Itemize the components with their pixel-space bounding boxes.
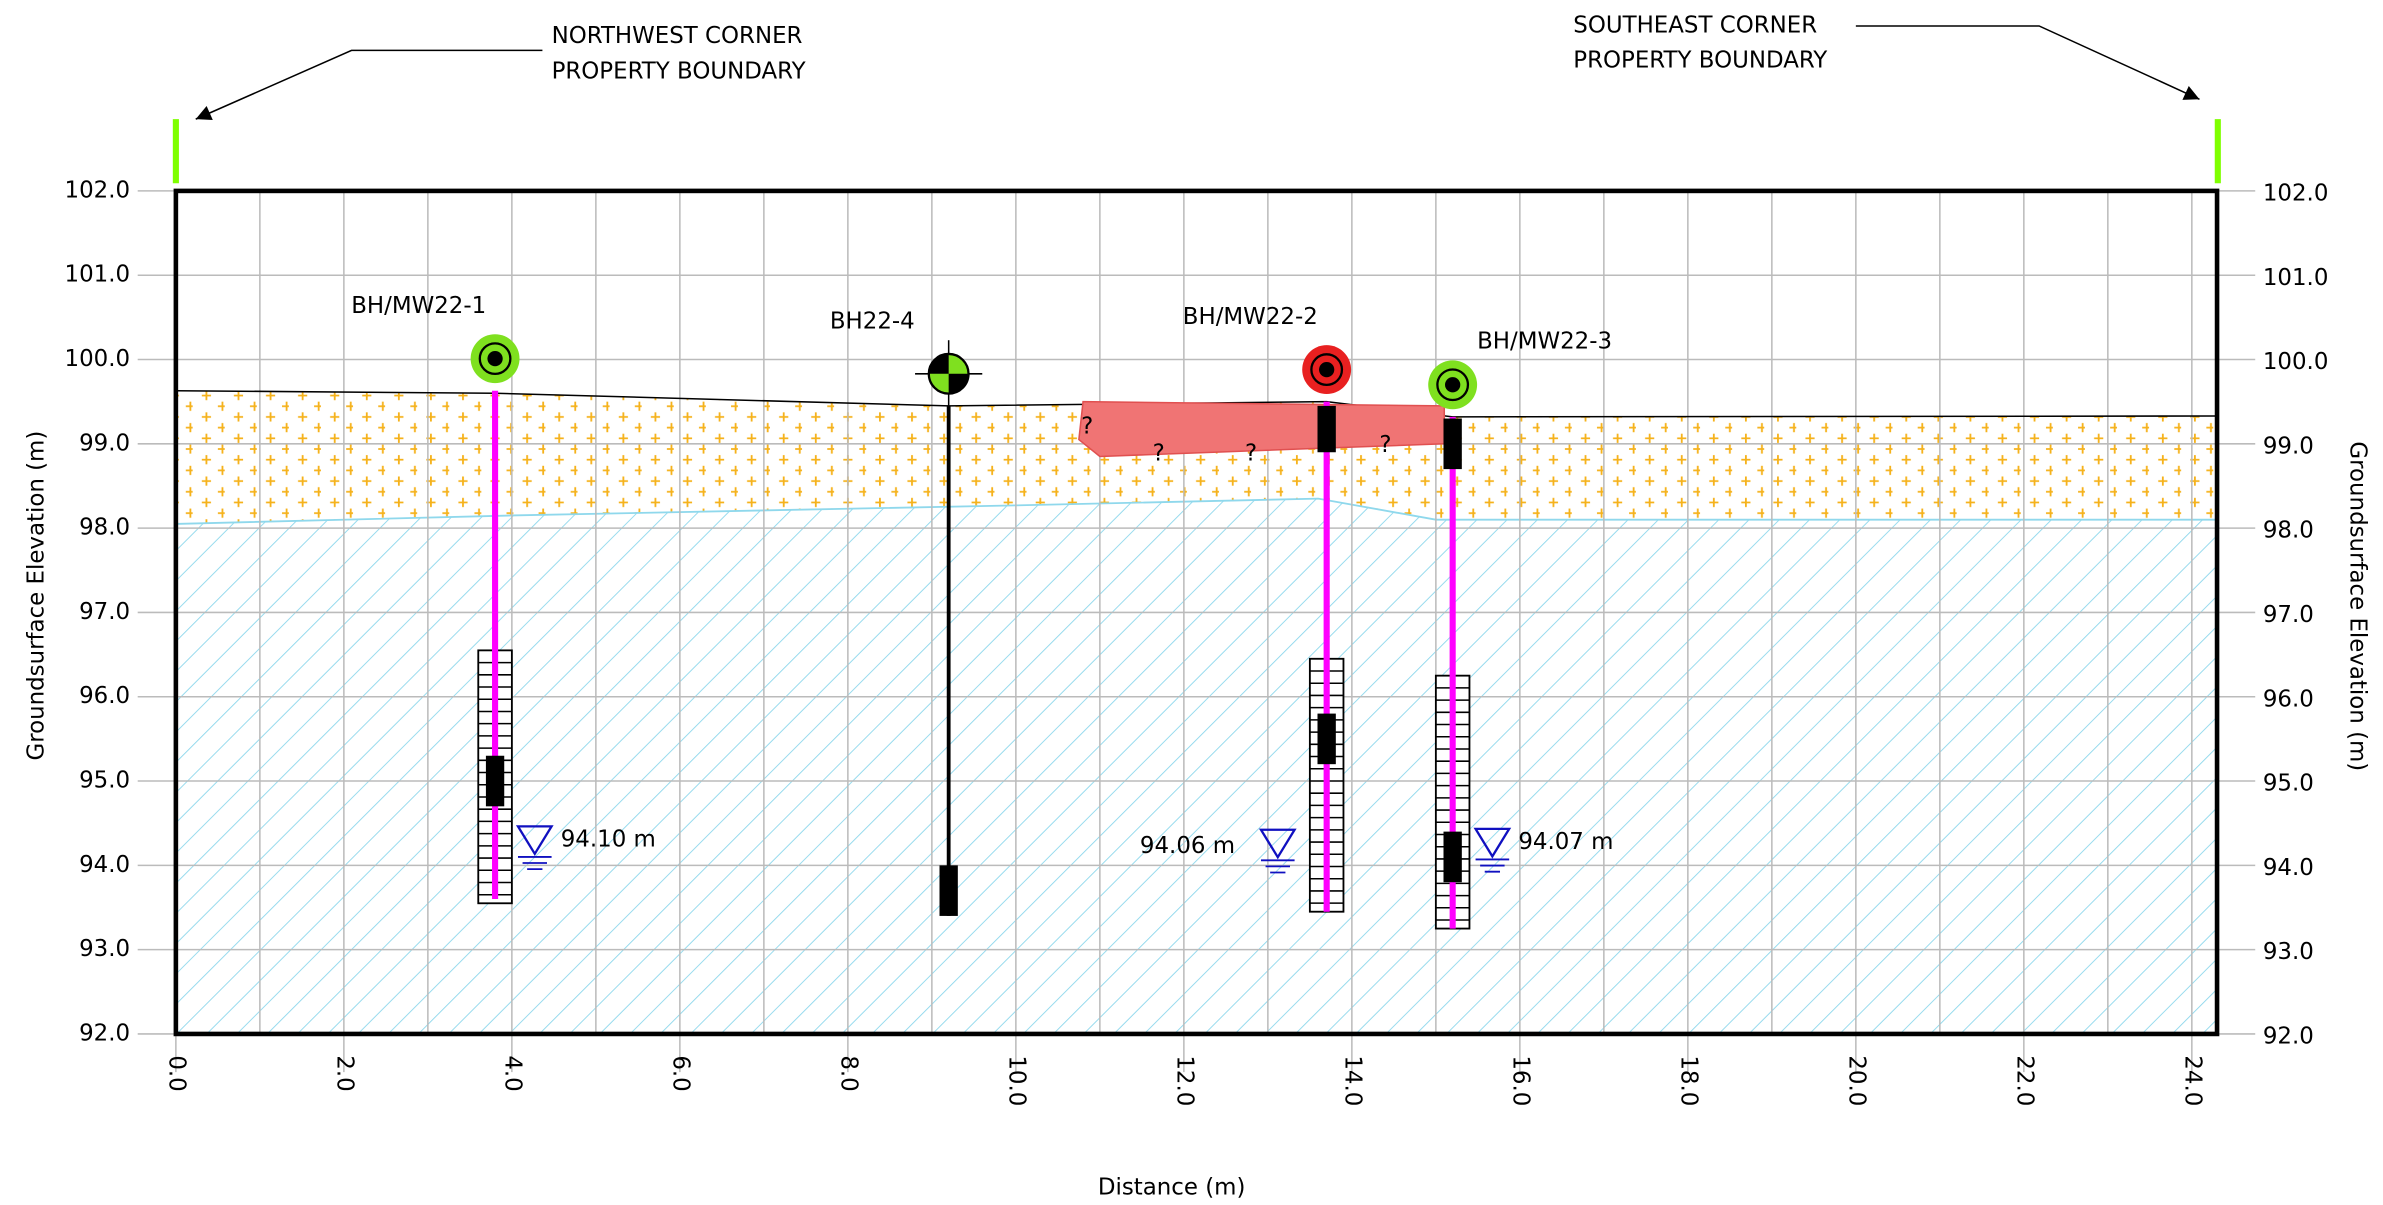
sample	[1317, 406, 1335, 452]
y-tick-label: 99.0	[2263, 433, 2314, 459]
y-tick-label: 92.0	[79, 1020, 130, 1046]
borehole-label: BH22-4	[830, 308, 915, 334]
question-mark: ?	[1245, 440, 1257, 466]
y-tick-label: 99.0	[79, 430, 130, 456]
y-tick-label: 95.0	[2263, 771, 2314, 797]
cross-section: NORTHWEST CORNER PROPERTY BOUNDARY SOUTH…	[0, 0, 2383, 1205]
nw-annotation: NORTHWEST CORNER	[552, 23, 803, 49]
x-tick-label: 6.0	[667, 1055, 693, 1091]
se-arrow	[1856, 26, 2200, 99]
x-tick-label: 0.0	[163, 1055, 189, 1091]
y-axis-label: Groundsurface Elevation (m)	[23, 431, 49, 761]
water-level-label: 94.07 m	[1518, 829, 1613, 855]
nw-arrow	[196, 50, 543, 119]
y-tick-label: 94.0	[79, 852, 130, 878]
y-tick-label: 96.0	[79, 683, 130, 709]
x-tick-label: 8.0	[835, 1055, 861, 1091]
y-tick-label: 96.0	[2263, 686, 2314, 712]
nw-annotation: PROPERTY BOUNDARY	[552, 58, 807, 84]
y-tick-label: 93.0	[79, 936, 130, 962]
borehole-label: BH/MW22-2	[1183, 304, 1318, 330]
borehole-label: BH/MW22-1	[351, 293, 486, 319]
y-tick-label: 100.0	[65, 346, 131, 372]
x-tick-label: 4.0	[499, 1055, 525, 1091]
question-mark: ?	[1153, 440, 1165, 466]
se-annotation: PROPERTY BOUNDARY	[1573, 48, 1828, 74]
y-axis-label: Groundsurface Elevation (m)	[2344, 441, 2370, 771]
x-tick-label: 24.0	[2179, 1055, 2205, 1106]
y-tick-label: 100.0	[2263, 349, 2329, 375]
y-tick-label: 92.0	[2263, 1024, 2314, 1050]
symbol-dot	[1445, 377, 1460, 392]
sample	[1317, 714, 1335, 765]
question-mark: ?	[1379, 432, 1391, 458]
y-tick-label: 97.0	[79, 599, 130, 625]
sample	[1443, 832, 1461, 883]
symbol-dot	[1319, 362, 1334, 377]
y-tick-label: 102.0	[2263, 180, 2329, 206]
x-tick-label: 10.0	[1003, 1055, 1029, 1106]
symbol-dot	[487, 351, 502, 366]
y-tick-label: 101.0	[65, 262, 131, 288]
x-tick-label: 2.0	[331, 1055, 357, 1091]
x-tick-label: 20.0	[1843, 1055, 1869, 1106]
x-tick-label: 18.0	[1675, 1055, 1701, 1106]
y-tick-label: 94.0	[2263, 855, 2314, 881]
x-tick-label: 14.0	[1339, 1055, 1365, 1106]
x-tick-label: 12.0	[1171, 1055, 1197, 1106]
x-tick-label: 22.0	[2011, 1055, 2037, 1106]
water-level-label: 94.06 m	[1140, 833, 1235, 859]
question-mark: ?	[1081, 413, 1093, 439]
y-tick-label: 98.0	[79, 515, 130, 541]
y-tick-label: 95.0	[79, 768, 130, 794]
sample	[940, 865, 958, 916]
x-tick-label: 16.0	[1507, 1055, 1533, 1106]
borehole-label: BH/MW22-3	[1477, 329, 1612, 355]
y-tick-label: 93.0	[2263, 939, 2314, 965]
sample	[1443, 419, 1461, 470]
annotations: NORTHWEST CORNER PROPERTY BOUNDARY SOUTH…	[176, 12, 2218, 183]
sample	[486, 756, 504, 807]
y-tick-label: 102.0	[65, 177, 131, 203]
y-tick-label: 97.0	[2263, 602, 2314, 628]
water-level-label: 94.10 m	[561, 827, 656, 853]
se-annotation: SOUTHEAST CORNER	[1573, 12, 1817, 38]
y-tick-label: 101.0	[2263, 265, 2329, 291]
y-tick-label: 98.0	[2263, 518, 2314, 544]
x-axis-label: Distance (m)	[1098, 1175, 1246, 1201]
